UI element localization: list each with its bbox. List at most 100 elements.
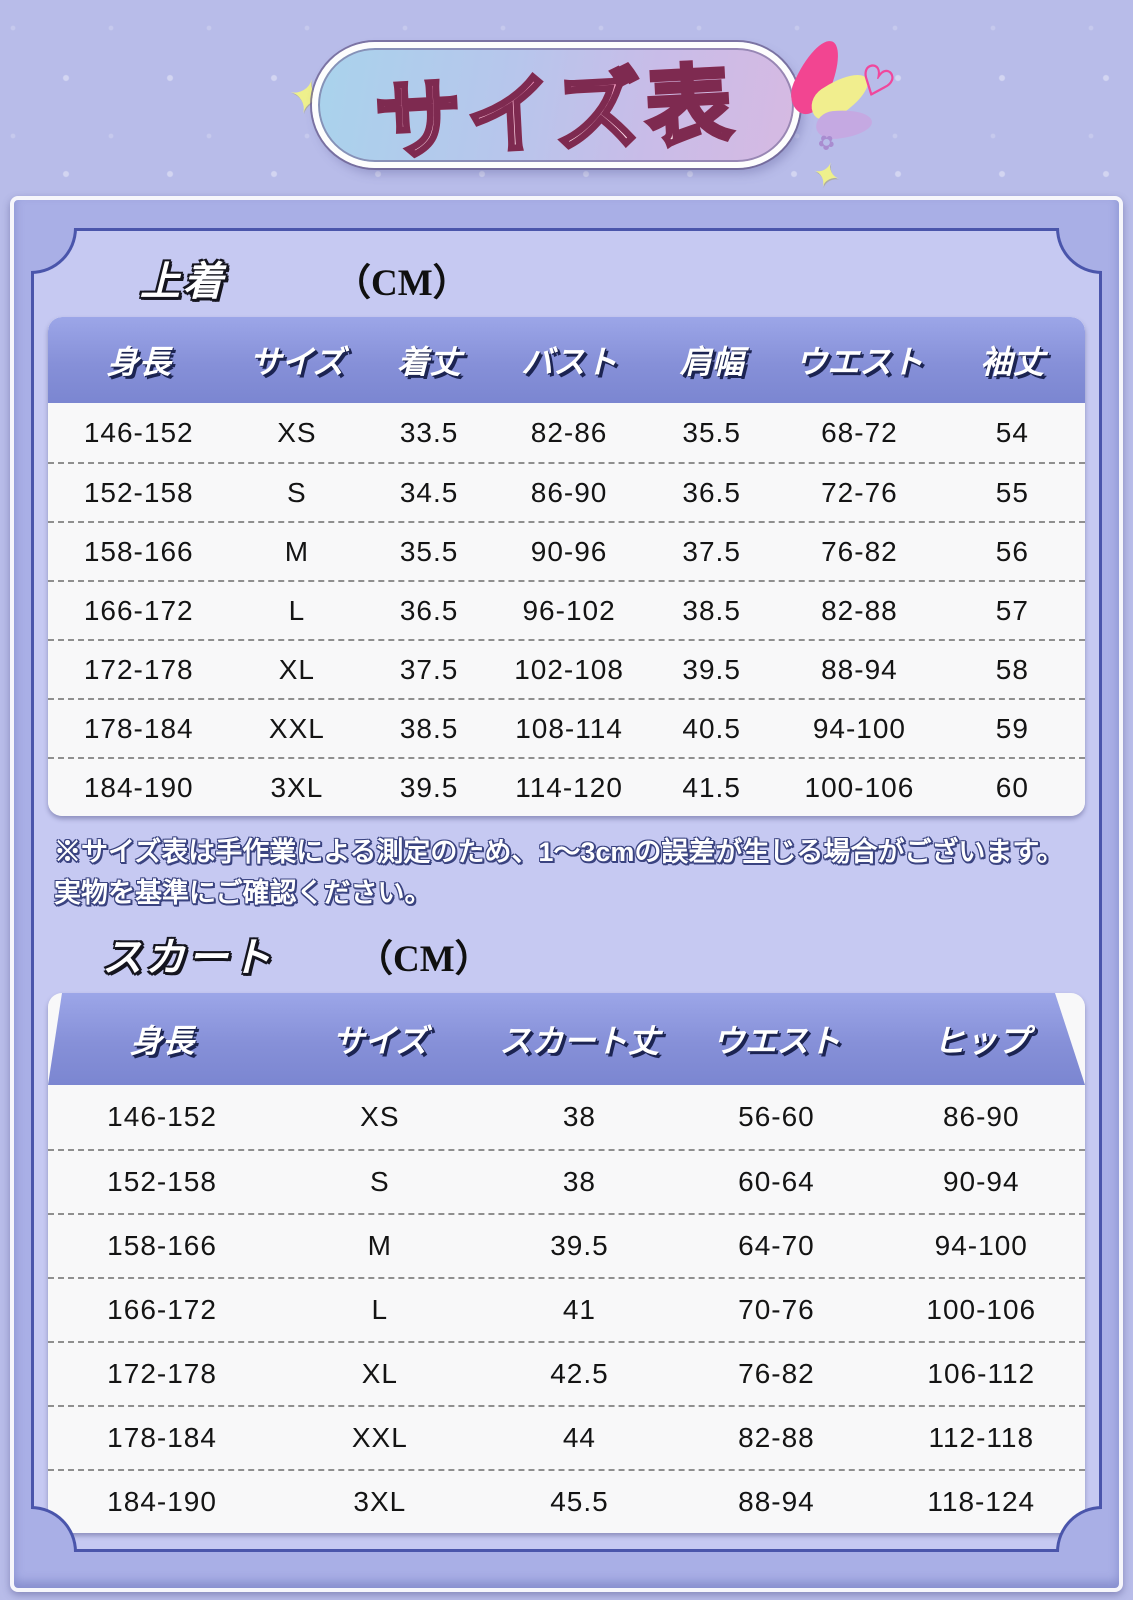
jacket-title-label: 上着 bbox=[140, 260, 226, 304]
table-cell: 38.5 bbox=[399, 712, 459, 744]
table-cell: XS bbox=[360, 1101, 400, 1132]
table-cell: 166-172 bbox=[83, 594, 194, 626]
table-cell: 178-184 bbox=[107, 1422, 217, 1453]
table-cell: 82-88 bbox=[821, 594, 898, 626]
table-cell: 35.5 bbox=[399, 535, 459, 567]
table-cell: M bbox=[367, 1230, 392, 1261]
table-cell: 33.5 bbox=[399, 416, 459, 448]
table-cell: 58 bbox=[995, 653, 1029, 685]
title-pill: サイズ表 bbox=[312, 42, 800, 173]
column-header: スカート丈 bbox=[499, 1023, 660, 1059]
jacket-size-table: 身長 サイズ 着丈 バスト 肩幅 ウエスト 袖丈 146-152 XS 33.5 82-86 35.5… bbox=[48, 317, 1085, 816]
table-cell: 76-82 bbox=[738, 1358, 815, 1389]
table-cell: 146-152 bbox=[83, 416, 194, 448]
table-cell: 60 bbox=[995, 771, 1029, 803]
frame-content: 上着 （CM） 身長 サイズ 着丈 バスト 肩幅 ウエスト 袖丈 146-152 XS 33.5 8… bbox=[31, 228, 1102, 1552]
table-cell: 72-76 bbox=[821, 476, 898, 508]
column-header: 袖丈 bbox=[980, 344, 1045, 380]
table-row: 146-152 XS 33.5 82-86 35.5 68-72 54 bbox=[48, 403, 1085, 462]
table-cell: 39.5 bbox=[399, 771, 459, 803]
column-header: ウエスト bbox=[795, 344, 924, 380]
table-cell: 36.5 bbox=[399, 594, 459, 626]
jacket-section-title: 上着 （CM） bbox=[140, 249, 1089, 307]
table-cell: 82-86 bbox=[530, 416, 608, 448]
table-cell: 184-190 bbox=[107, 1486, 217, 1517]
table-body: 146-152 XS 33.5 82-86 35.5 68-72 54 152-158 S 34.… bbox=[48, 403, 1085, 816]
skirt-title-label: スカート bbox=[102, 936, 274, 980]
table-cell: 38 bbox=[562, 1166, 597, 1197]
table-cell: M bbox=[284, 535, 310, 567]
column-header: 肩幅 bbox=[679, 344, 744, 380]
table-cell: 39.5 bbox=[682, 653, 741, 685]
table-row: 184-190 3XL 45.5 88-94 118-124 bbox=[48, 1469, 1085, 1533]
table-cell: 70-76 bbox=[738, 1294, 815, 1325]
page-header: ✦ ✦ サイズ表 ♡ ✿ ✦ bbox=[0, 30, 1133, 210]
skirt-unit-label: （CM） bbox=[356, 939, 492, 980]
table-cell: XXL bbox=[351, 1422, 408, 1453]
table-row: 166-172 L 36.5 96-102 38.5 82-88 57 bbox=[48, 580, 1085, 639]
table-cell: 60-64 bbox=[738, 1166, 815, 1197]
table-cell: 94-100 bbox=[812, 712, 906, 744]
table-cell: 68-72 bbox=[821, 416, 898, 448]
column-header: バスト bbox=[521, 344, 618, 380]
table-row: 152-158 S 34.5 86-90 36.5 72-76 55 bbox=[48, 462, 1085, 521]
table-cell: 3XL bbox=[270, 771, 324, 803]
table-cell: 57 bbox=[995, 594, 1029, 626]
column-header: 着丈 bbox=[397, 344, 462, 380]
table-cell: 152-158 bbox=[107, 1166, 217, 1197]
page-title: サイズ表 bbox=[371, 33, 741, 177]
table-cell: 55 bbox=[995, 476, 1029, 508]
table-cell: 96-102 bbox=[522, 594, 616, 626]
table-cell: 88-94 bbox=[738, 1486, 815, 1517]
table-cell: XXL bbox=[268, 712, 325, 744]
table-cell: 172-178 bbox=[83, 653, 194, 685]
table-row: 158-166 M 35.5 90-96 37.5 76-82 56 bbox=[48, 521, 1085, 580]
table-cell: 56-60 bbox=[738, 1101, 815, 1132]
table-cell: 86-90 bbox=[530, 476, 608, 508]
skirt-size-table: 身長 サイズ スカート丈 ウエスト ヒップ 146-152 XS 38 56-60 86-90 15… bbox=[48, 993, 1085, 1533]
decorative-frame: 上着 （CM） 身長 サイズ 着丈 バスト 肩幅 ウエスト 袖丈 146-152 XS 33.5 8… bbox=[10, 196, 1123, 1592]
measurement-note: ※サイズ表は手作業による測定のため、1〜3cmの誤差が生じる場合がございます。実… bbox=[54, 837, 1064, 908]
table-cell: 178-184 bbox=[83, 712, 194, 744]
table-cell: 37.5 bbox=[682, 535, 741, 567]
skirt-section-title: スカート （CM） bbox=[102, 925, 1089, 983]
table-cell: 40.5 bbox=[682, 712, 741, 744]
table-cell: 76-82 bbox=[821, 535, 898, 567]
table-cell: 38.5 bbox=[682, 594, 741, 626]
table-cell: 54 bbox=[995, 416, 1029, 448]
table-row: 166-172 L 41 70-76 100-106 bbox=[48, 1277, 1085, 1341]
table-cell: 102-108 bbox=[514, 653, 624, 685]
table-row: 152-158 S 38 60-64 90-94 bbox=[48, 1149, 1085, 1213]
table-cell: 90-96 bbox=[530, 535, 608, 567]
table-cell: 3XL bbox=[353, 1486, 407, 1517]
table-cell: 112-118 bbox=[928, 1422, 1035, 1453]
table-cell: XL bbox=[361, 1358, 398, 1389]
column-header: ヒップ bbox=[933, 1023, 1030, 1059]
table-cell: 114-120 bbox=[515, 771, 623, 803]
column-header: 身長 bbox=[130, 1023, 195, 1059]
table-cell: 59 bbox=[995, 712, 1029, 744]
column-header: サイズ bbox=[332, 1023, 428, 1059]
table-row: 146-152 XS 38 56-60 86-90 bbox=[48, 1085, 1085, 1149]
table-cell: 146-152 bbox=[107, 1101, 217, 1132]
table-cell: 45.5 bbox=[550, 1486, 609, 1517]
table-row: 172-178 XL 42.5 76-82 106-112 bbox=[48, 1341, 1085, 1405]
table-header-row: 身長 サイズ 着丈 バスト 肩幅 ウエスト 袖丈 bbox=[48, 317, 1085, 403]
table-cell: L bbox=[288, 594, 306, 626]
table-cell: 94-100 bbox=[934, 1230, 1028, 1261]
heart-icon: ♡ bbox=[851, 55, 901, 111]
table-row: 158-166 M 39.5 64-70 94-100 bbox=[48, 1213, 1085, 1277]
table-cell: L bbox=[371, 1294, 389, 1325]
table-row: 178-184 XXL 38.5 108-114 40.5 94-100 59 bbox=[48, 698, 1085, 757]
table-cell: 106-112 bbox=[927, 1358, 1036, 1389]
table-cell: 86-90 bbox=[942, 1101, 1020, 1132]
table-cell: 39.5 bbox=[550, 1230, 609, 1261]
table-cell: 100-106 bbox=[926, 1294, 1037, 1325]
table-cell: 158-166 bbox=[83, 535, 194, 567]
table-row: 184-190 3XL 39.5 114-120 41.5 100-106 60 bbox=[48, 757, 1085, 816]
table-row: 172-178 XL 37.5 102-108 39.5 88-94 58 bbox=[48, 639, 1085, 698]
table-cell: 166-172 bbox=[107, 1294, 217, 1325]
table-cell: 172-178 bbox=[107, 1358, 217, 1389]
skirt-section: スカート （CM） 身長 サイズ スカート丈 ウエスト ヒップ 146-152 XS 38 56… bbox=[44, 925, 1089, 1533]
table-cell: S bbox=[369, 1166, 390, 1197]
